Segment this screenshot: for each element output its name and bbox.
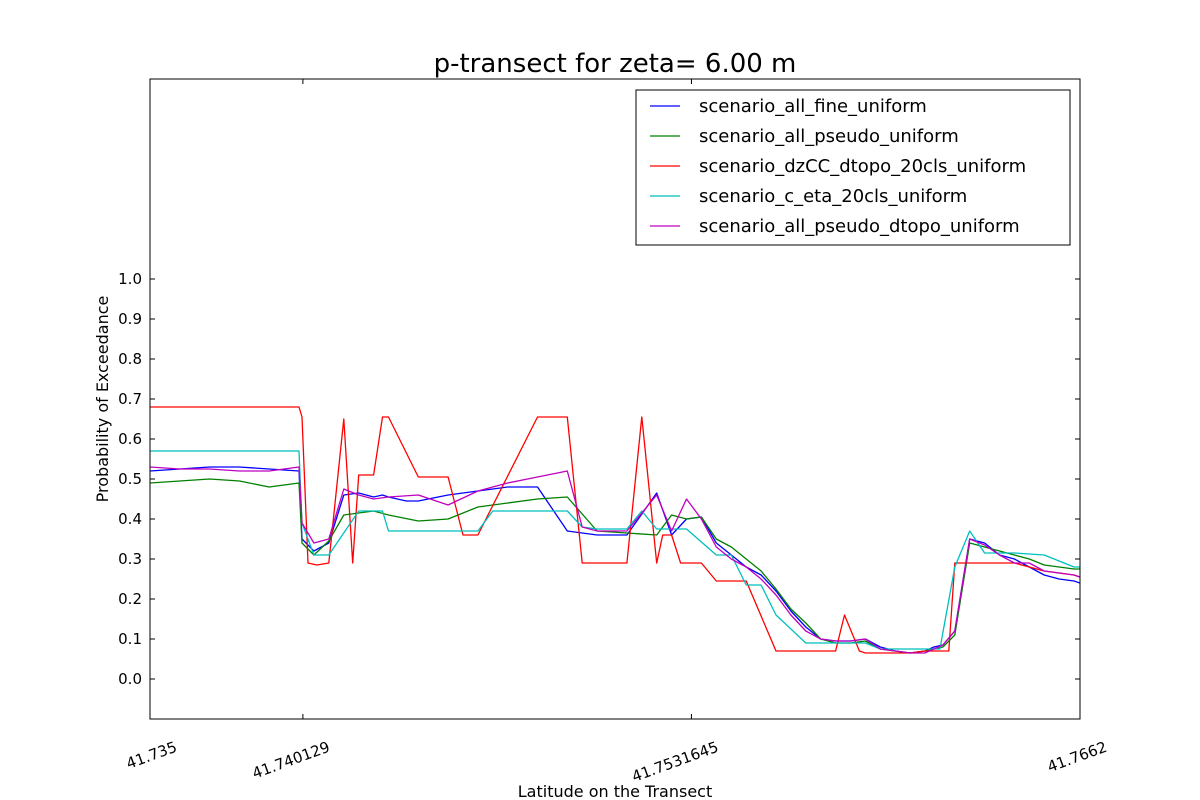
- y-tick-label: 0.7: [118, 390, 142, 408]
- y-tick-label: 0.9: [118, 310, 142, 328]
- y-tick-label: 0.0: [118, 670, 142, 688]
- y-tick-label: 0.8: [118, 350, 142, 368]
- legend-label: scenario_c_eta_20cls_uniform: [699, 186, 967, 207]
- legend-label: scenario_dzCC_dtopo_20cls_uniform: [699, 156, 1026, 177]
- y-tick-label: 0.6: [118, 430, 142, 448]
- y-tick-label: 0.1: [118, 630, 142, 648]
- y-axis: 0.0 0.1 0.2 0.3 0.4 0.5 0.6 0.7 0.8 0.9 1.0: [118, 270, 1080, 688]
- y-tick-label: 1.0: [118, 270, 142, 288]
- legend-label: scenario_all_fine_uniform: [699, 96, 927, 117]
- legend-box: [635, 89, 1071, 246]
- y-tick-label: 0.3: [118, 550, 142, 568]
- series-line-3: [150, 450, 1080, 650]
- legend-label: scenario_all_pseudo_uniform: [699, 126, 959, 147]
- series-layer: [150, 406, 1080, 654]
- legend: scenario_all_fine_uniform scenario_all_ps…: [635, 89, 1071, 246]
- series-line-2: [150, 406, 1080, 654]
- y-axis-label: Probability of Exceedance: [93, 296, 112, 503]
- chart-title: p-transect for zeta= 6.00 m: [434, 49, 797, 79]
- series-line-4: [150, 466, 1080, 654]
- x-axis-label: Latitude on the Transect: [518, 782, 713, 800]
- legend-label: scenario_all_pseudo_dtopo_uniform: [699, 216, 1020, 237]
- y-tick-label: 0.2: [118, 590, 142, 608]
- y-tick-label: 0.5: [118, 470, 142, 488]
- y-tick-label: 0.4: [118, 510, 142, 528]
